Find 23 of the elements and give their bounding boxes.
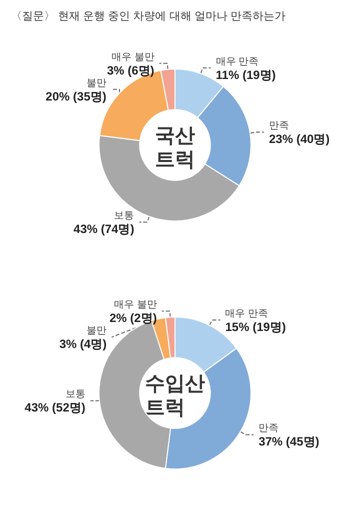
text: 수입산 트럭 <box>145 371 205 419</box>
slice-label: 매우 만족 <box>216 56 259 68</box>
slice-label: 보통 <box>65 389 86 400</box>
data-label: 15% (19명) <box>225 320 286 334</box>
data-label: 43% (74명) <box>74 222 134 236</box>
data-label: 43% (52명) <box>24 400 86 415</box>
data-label: 11% (19명) <box>216 68 276 82</box>
data-label: 23% (40명) <box>268 132 330 146</box>
data-label: 3% (6명) <box>106 63 154 78</box>
data-label: 37% (45명) <box>258 434 320 449</box>
slice-label: 매우 불만 <box>112 52 154 63</box>
slice-label: 불만 <box>86 78 106 89</box>
slice-label: 매우 만족 <box>225 308 268 320</box>
data-label: 20% (35명) <box>46 89 106 104</box>
slice-label: 보통 <box>114 210 134 222</box>
data-label: 3% (4명) <box>59 337 107 352</box>
slice-label: 만족 <box>258 423 279 434</box>
data-label: 2% (2명) <box>110 311 157 326</box>
slice-label: 매우 불만 <box>114 300 157 311</box>
text: 국산 트럭 <box>155 123 195 171</box>
slice-label: 만족 <box>268 120 289 132</box>
slice-label: 불만 <box>86 326 107 337</box>
chart-title: 〈질문〉 현재 운행 중인 차량에 대해 얼마나 만족하는가 <box>11 10 286 22</box>
